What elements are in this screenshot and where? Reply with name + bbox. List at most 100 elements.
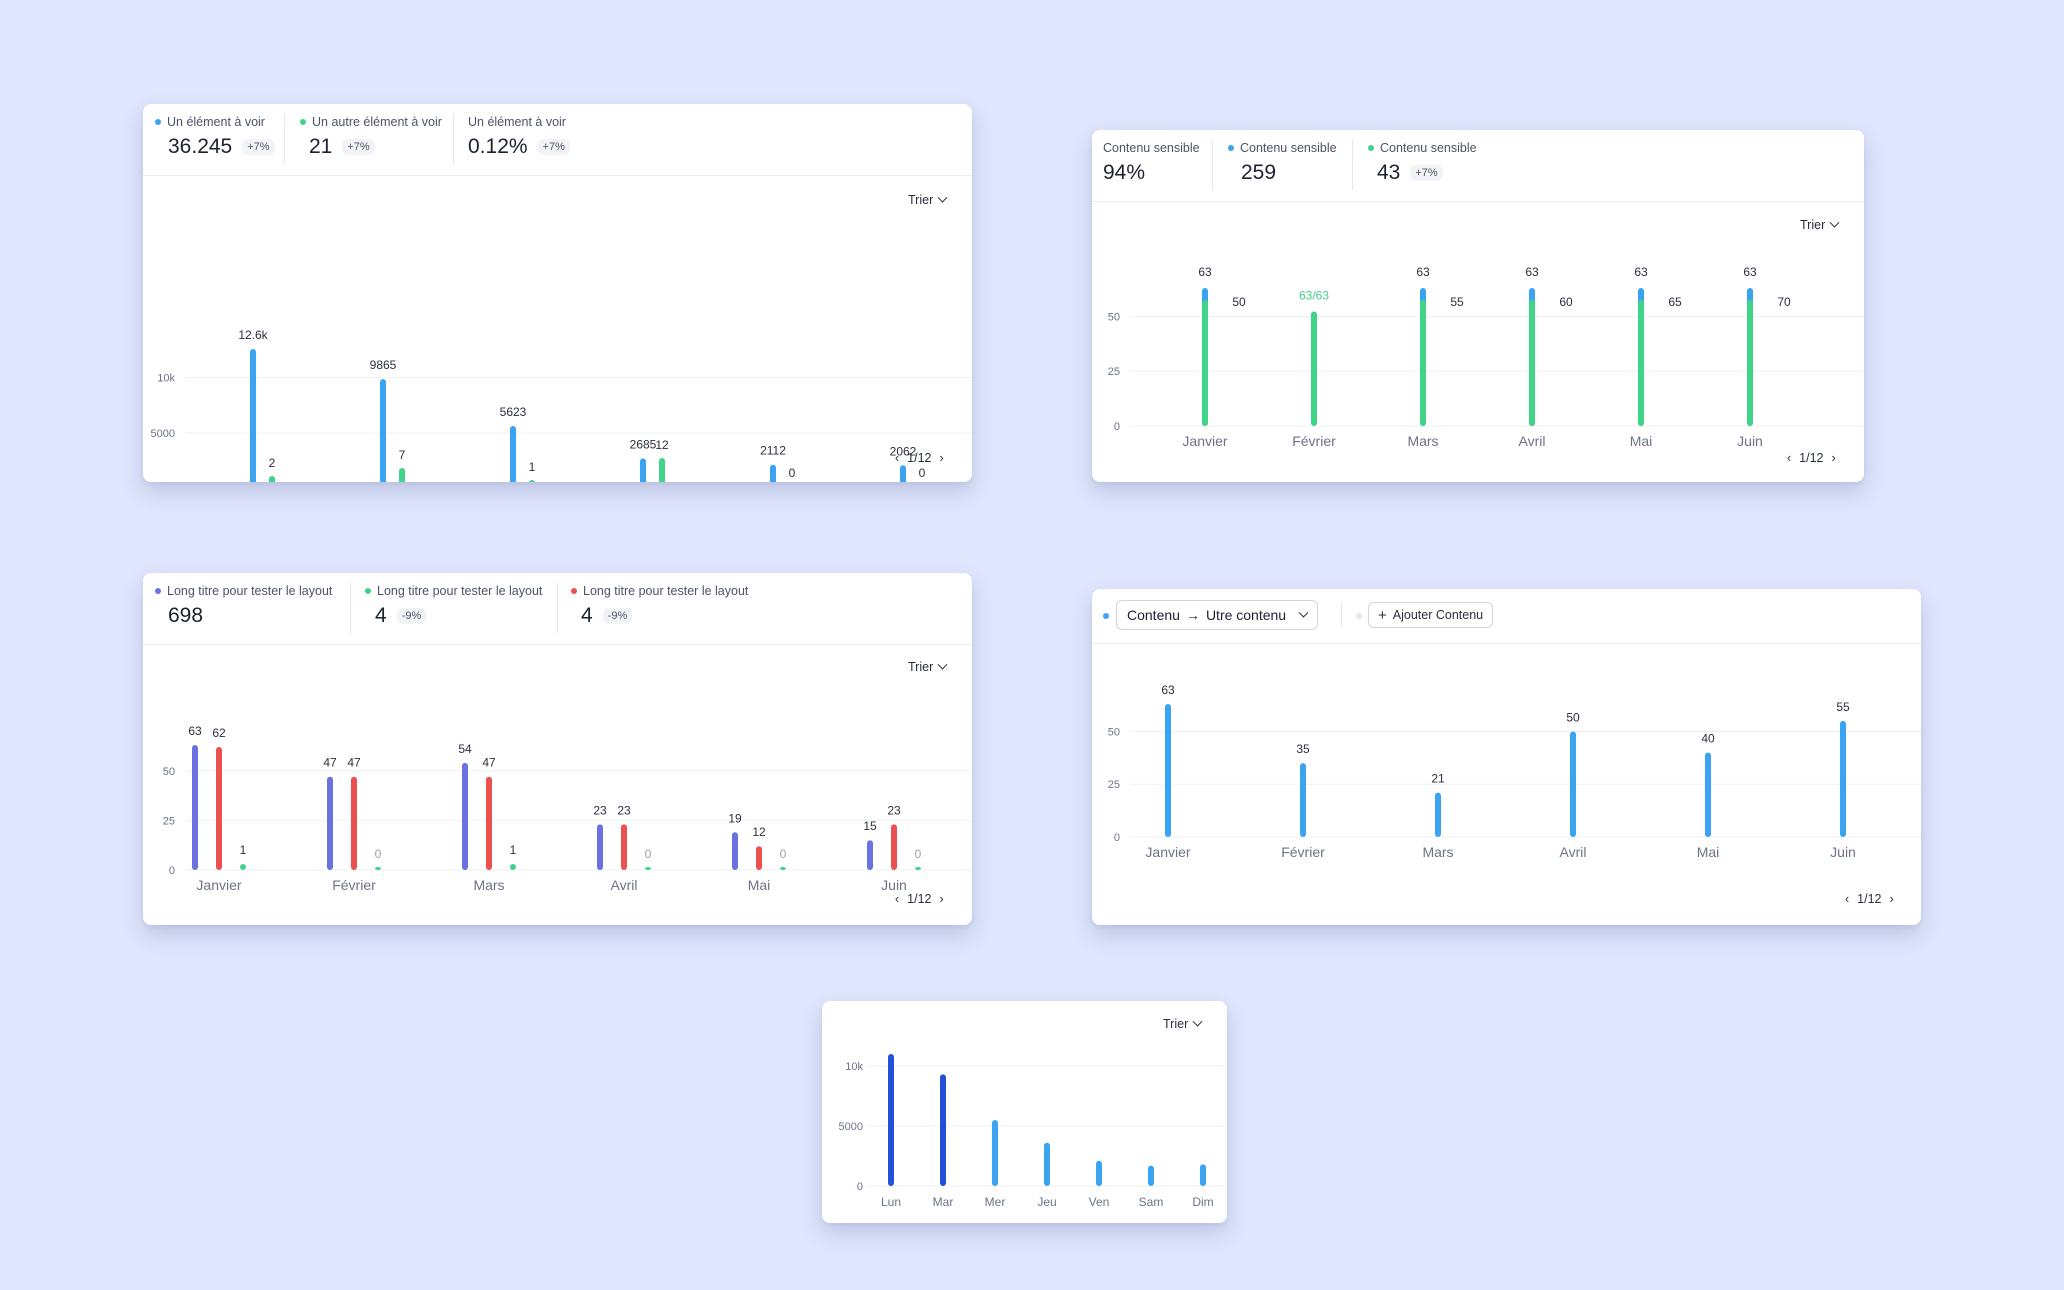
legend-dot-empty (1356, 613, 1362, 619)
chevron-down-icon (1829, 217, 1840, 228)
x-category-label: Juin (1737, 433, 1763, 449)
kpi-1: Contenu sensible 94% (1103, 140, 1200, 185)
pagination: ‹ 1/12 › (1787, 451, 1836, 465)
chevron-right-icon[interactable]: › (1831, 451, 1836, 465)
chevron-right-icon[interactable]: › (1889, 892, 1894, 906)
bar-series-2 (756, 846, 762, 870)
bar-blue (1435, 792, 1441, 837)
sort-label: Trier (908, 193, 934, 207)
bar-value-label: 9865 (370, 358, 397, 372)
chevron-left-icon[interactable]: ‹ (895, 451, 900, 465)
sort-dropdown[interactable]: Trier (1800, 217, 1840, 232)
delta-badge: +7% (1410, 165, 1443, 181)
bar-value-label: 21 (1431, 772, 1445, 786)
bar-value-label: 19 (728, 811, 742, 825)
chevron-left-icon[interactable]: ‹ (895, 892, 900, 906)
chevron-right-icon[interactable]: › (939, 892, 944, 906)
kpi-value: 4 (375, 604, 387, 627)
bar-value-label: 63 (1634, 265, 1648, 279)
x-category-label: Février (1292, 433, 1336, 449)
bar-blue (380, 379, 386, 482)
bar-blue (1165, 704, 1171, 837)
bar-green (659, 458, 665, 482)
bar (888, 1054, 894, 1186)
y-tick-label: 0 (1114, 421, 1120, 433)
kpi-label: Long titre pour tester le layout (583, 584, 749, 598)
kpi-value: 4 (581, 604, 593, 627)
bar-value-label: 0 (919, 466, 926, 480)
bar (940, 1074, 946, 1186)
content-select[interactable]: Contenu → Utre contenu (1116, 600, 1319, 630)
legend-dot (155, 119, 161, 125)
bar-value-label: 63 (1743, 265, 1757, 279)
bar-blue (1705, 752, 1711, 837)
pager-label: 1/12 (907, 892, 932, 906)
bar-series-2 (891, 824, 897, 870)
chevron-left-icon[interactable]: ‹ (1787, 451, 1792, 465)
bar-series-1 (867, 840, 873, 870)
delta-badge: +7% (537, 139, 570, 155)
kpi-value: 698 (168, 604, 204, 627)
chart-monthly-three-series: 50 25 0 63 62 1 Janvier 47 47 0 Février 54 47 1 Mars 23… (163, 724, 972, 893)
bar-value-label: 2 (269, 456, 276, 470)
bar-value-label: 40 (1701, 732, 1715, 746)
x-category-label: Janvier (1145, 844, 1190, 860)
bar-value-label: 2685 (630, 437, 657, 451)
kpi-3: Long titre pour tester le layout 4 -9% (571, 583, 748, 628)
kpi-label: Un élément à voir (468, 115, 566, 129)
plus-icon: + (1378, 606, 1387, 624)
chevron-right-icon[interactable]: › (939, 451, 944, 465)
bar (1148, 1165, 1154, 1186)
y-tick-label: 0 (857, 1181, 863, 1193)
chevron-left-icon[interactable]: ‹ (1845, 892, 1850, 906)
bar-series-2 (216, 746, 222, 870)
y-tick-label: 0 (169, 865, 175, 877)
bar-series-2 (486, 776, 492, 870)
x-category-label: Janvier (196, 877, 241, 893)
bar-blue (770, 464, 776, 482)
x-category-label: Février (332, 877, 376, 893)
bar-value-label: 2062 (890, 444, 917, 458)
delta-badge: -9% (396, 608, 427, 624)
sort-dropdown[interactable]: Trier (1163, 1016, 1203, 1031)
y-tick-label: 25 (163, 815, 175, 827)
bar-value-label: 23 (593, 803, 607, 817)
side-value-label: 60 (1559, 295, 1573, 309)
bar-value-label: 63 (1198, 265, 1212, 279)
sort-label: Trier (1800, 218, 1826, 232)
card-weekly: Trier 10k 5000 0 Lun Mar Mer Jeu Ven Sam Dim (822, 1001, 1227, 1223)
side-value-label: 55 (1450, 295, 1464, 309)
bar-series-3 (510, 864, 516, 870)
chevron-down-icon (937, 192, 948, 203)
x-category-label: Avril (1560, 844, 1587, 860)
x-category-label: Juin (1830, 844, 1856, 860)
kpi-label: Contenu sensible (1240, 141, 1337, 155)
sort-dropdown[interactable]: Trier (908, 659, 948, 674)
side-value-label: 70 (1777, 295, 1791, 309)
legend-dot (155, 588, 161, 594)
bar-blue (640, 458, 646, 482)
bar-green (1202, 300, 1208, 426)
chevron-down-icon (937, 659, 948, 670)
kpi-value: 0.12% (468, 135, 528, 158)
x-category-label: Mar (933, 1195, 954, 1209)
bar-value-label: 0 (645, 847, 652, 861)
bar-value-label: 7 (399, 448, 406, 462)
x-category-label: Mai (748, 877, 771, 893)
sort-dropdown[interactable]: Trier (908, 192, 948, 207)
bar-blue (1840, 720, 1846, 837)
x-category-label: Jeu (1037, 1195, 1056, 1209)
bar-green (529, 480, 535, 482)
bar-series-2 (351, 776, 357, 870)
add-content-button[interactable]: + Ajouter Contenu (1368, 602, 1494, 628)
bar-value-label: 2112 (760, 444, 786, 458)
bar (1096, 1160, 1102, 1186)
legend-dot (1103, 613, 1109, 619)
kpi-value: 259 (1241, 161, 1277, 184)
chevron-down-icon (1192, 1016, 1203, 1027)
bar-green (269, 476, 275, 482)
pagination: ‹ 1/12 › (1845, 892, 1894, 906)
kpi-value: 36.245 (168, 135, 233, 158)
x-category-label: Juin (881, 877, 907, 893)
bar-blue (900, 465, 906, 482)
